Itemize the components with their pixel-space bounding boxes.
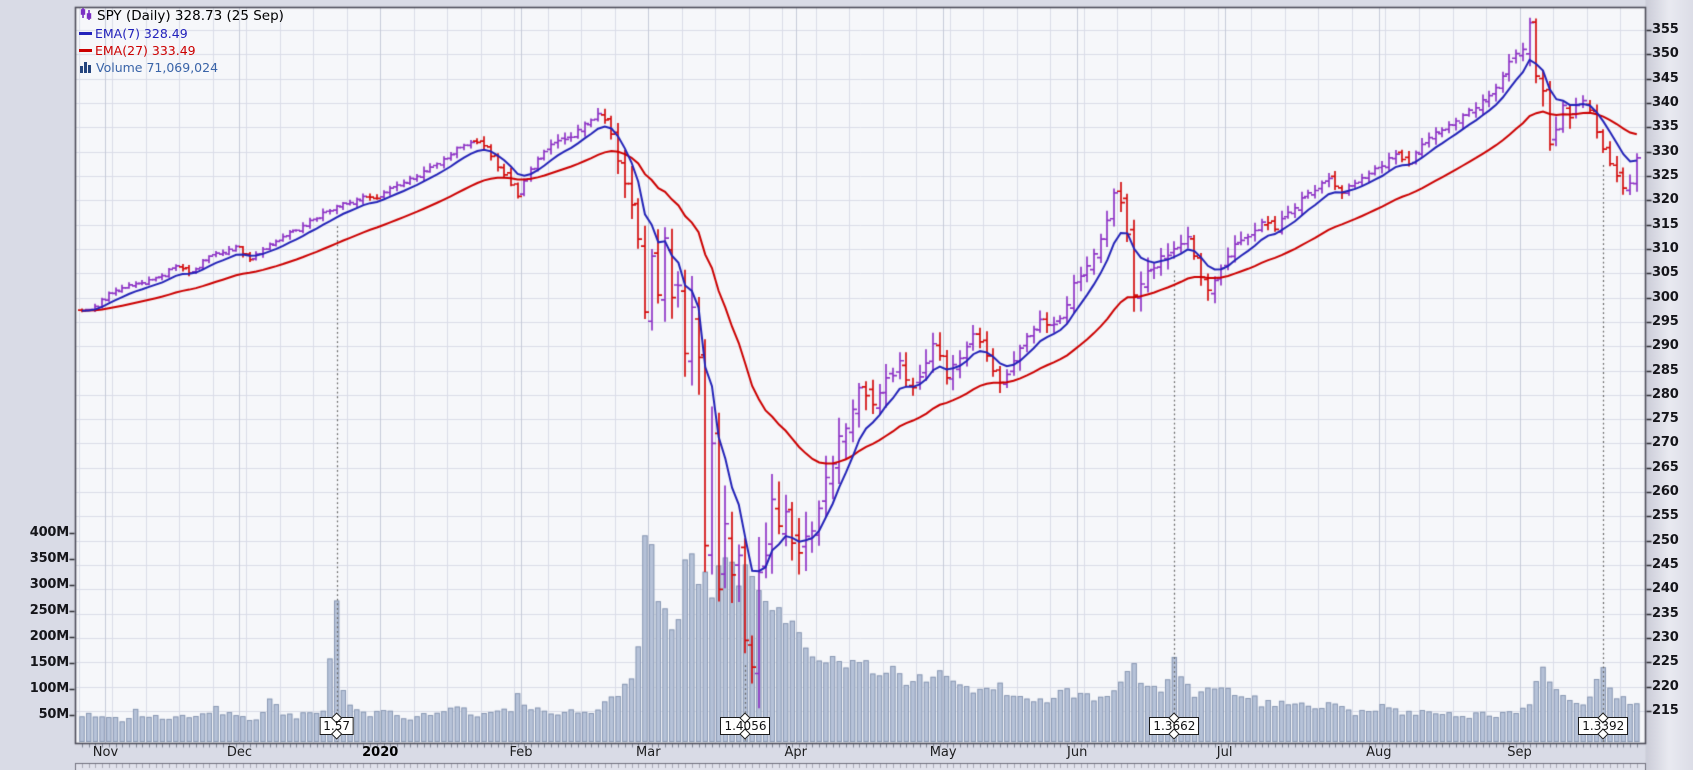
legend-ema27-row: EMA(27) 333.49	[79, 42, 284, 59]
price-tick-label: 215	[1652, 703, 1679, 718]
month-label: Jun	[1067, 745, 1088, 760]
dividend-flag: 1.57	[319, 717, 355, 735]
volume-tick-label: 100M	[29, 681, 69, 696]
month-label: Nov	[92, 745, 119, 760]
chart-legend: SPY (Daily) 328.73 (25 Sep) EMA(7) 328.4…	[79, 6, 284, 76]
month-label: Apr	[784, 745, 807, 760]
range-slider-strip[interactable]	[75, 762, 1646, 770]
month-label: Dec	[226, 745, 253, 760]
month-label: 2020	[362, 745, 399, 760]
price-tick-label: 240	[1652, 581, 1679, 597]
volume-tick-label: 400M	[29, 525, 69, 540]
price-tick-label: 250	[1652, 532, 1679, 548]
candlestick-chart-icon	[79, 6, 94, 25]
volume-tick-label: 350M	[29, 551, 69, 566]
ema7-line-swatch	[79, 32, 92, 35]
price-tick-label: 275	[1652, 411, 1679, 427]
price-tick-label: 295	[1652, 313, 1679, 329]
volume-bars-icon	[79, 58, 93, 77]
ema7-label: EMA(7) 328.49	[95, 26, 188, 41]
price-tick-label: 340	[1652, 94, 1679, 110]
price-tick-label: 315	[1652, 216, 1679, 232]
price-tick-label: 220	[1652, 678, 1679, 694]
month-label: Jul	[1216, 745, 1233, 760]
volume-tick-label: 50M	[38, 707, 70, 722]
month-label: Feb	[509, 745, 533, 760]
price-tick-label: 270	[1652, 435, 1679, 451]
price-tick-label: 305	[1652, 265, 1679, 281]
price-tick-label: 255	[1652, 508, 1679, 524]
volume-tick-label: 150M	[29, 655, 69, 670]
price-tick-label: 335	[1652, 119, 1679, 135]
price-tick-label: 325	[1652, 167, 1679, 183]
legend-volume-row: Volume 71,069,024	[79, 59, 284, 76]
volume-tick-label: 300M	[29, 577, 69, 592]
volume-tick-label: 200M	[29, 629, 69, 644]
price-tick-label: 330	[1652, 143, 1679, 159]
ema27-label: EMA(27) 333.49	[95, 43, 196, 58]
legend-ema7-row: EMA(7) 328.49	[79, 25, 284, 42]
symbol-title: SPY (Daily) 328.73 (25 Sep)	[97, 7, 284, 24]
month-label: Sep	[1507, 745, 1532, 760]
price-tick-label: 280	[1652, 386, 1679, 402]
month-label: Aug	[1366, 745, 1392, 760]
price-tick-label: 290	[1652, 338, 1679, 354]
price-tick-label: 285	[1652, 362, 1679, 378]
price-tick-label: 300	[1652, 289, 1679, 305]
price-tick-label: 265	[1652, 459, 1679, 475]
dividend-flag: 1.3662	[1149, 717, 1200, 735]
price-tick-label: 225	[1652, 654, 1679, 670]
volume-tick-label: 250M	[29, 603, 69, 618]
price-tick-label: 350	[1652, 46, 1679, 62]
legend-symbol-row: SPY (Daily) 328.73 (25 Sep)	[79, 6, 284, 25]
price-tick-label: 320	[1652, 192, 1679, 208]
dividend-flag: 1.4056	[720, 717, 771, 735]
ema27-line-swatch	[79, 49, 92, 52]
price-tick-label: 260	[1652, 484, 1679, 500]
price-tick-label: 235	[1652, 605, 1679, 621]
price-tick-label: 230	[1652, 630, 1679, 646]
price-tick-label: 310	[1652, 240, 1679, 256]
price-tick-label: 355	[1652, 22, 1679, 37]
price-tick-label: 245	[1652, 557, 1679, 573]
dividend-flag: 1.3392	[1578, 717, 1629, 735]
price-tick-label: 345	[1652, 70, 1679, 86]
volume-label: Volume 71,069,024	[96, 60, 219, 75]
month-label: Mar	[636, 745, 661, 760]
month-label: May	[929, 745, 957, 760]
